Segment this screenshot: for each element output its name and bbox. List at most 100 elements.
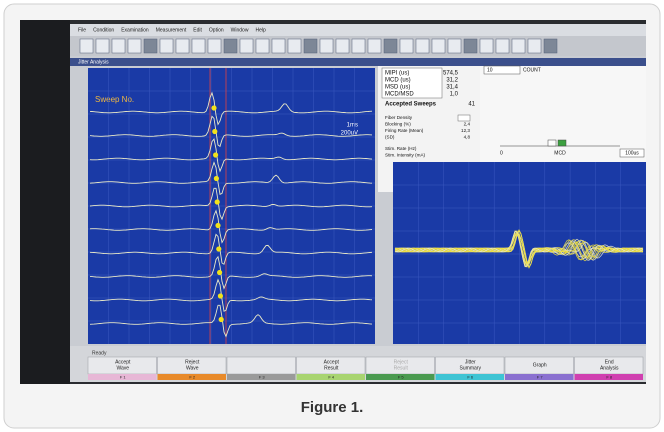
button-label: Wave bbox=[116, 365, 129, 371]
toolbar-icon[interactable] bbox=[256, 39, 269, 53]
toolbar-icon[interactable] bbox=[432, 39, 445, 53]
button-label: Result bbox=[394, 365, 409, 371]
stat-value: 574,5 bbox=[443, 71, 459, 77]
toolbar-icon[interactable] bbox=[288, 39, 301, 53]
menu-item[interactable]: Window bbox=[231, 27, 249, 33]
toolbar-icon[interactable] bbox=[192, 39, 205, 53]
menu-item[interactable]: Condition bbox=[93, 27, 114, 33]
key-label: F 6 bbox=[467, 375, 474, 380]
toolbar-icon[interactable] bbox=[416, 39, 429, 53]
toolbar-icon[interactable] bbox=[80, 39, 93, 53]
button-label: Summary bbox=[460, 365, 482, 371]
accepted-value: 41 bbox=[468, 102, 475, 108]
toolbar-icon[interactable] bbox=[320, 39, 333, 53]
trigger-dot bbox=[215, 223, 220, 228]
detail-value: 2,4 bbox=[464, 122, 471, 127]
button-label: Wave bbox=[186, 365, 199, 371]
figure: Jitter Analysis Sweep No. 1ms 200uV Read… bbox=[0, 0, 664, 432]
mode: COUNT bbox=[523, 67, 541, 73]
hist-bar bbox=[548, 140, 556, 146]
trigger-dot bbox=[215, 199, 220, 204]
detail-name: Stim. Rate (Hz) bbox=[385, 146, 417, 151]
trigger-dot bbox=[213, 152, 218, 157]
trigger-dot bbox=[219, 317, 224, 322]
stat-name: MIPI (us) bbox=[385, 71, 409, 77]
key-label: F 4 bbox=[328, 375, 335, 380]
stat-name: MCD/MSD bbox=[385, 92, 414, 98]
trigger-dot bbox=[214, 176, 219, 181]
title-bar bbox=[70, 58, 646, 66]
fiber-density-box bbox=[458, 115, 470, 121]
toolbar-icon[interactable] bbox=[208, 39, 221, 53]
key-label: F 3 bbox=[259, 375, 266, 380]
key-label: F 5 bbox=[398, 375, 405, 380]
stat-name: MCD (us) bbox=[385, 78, 411, 84]
window-title: Jitter Analysis bbox=[78, 59, 109, 65]
function-button[interactable] bbox=[227, 357, 296, 374]
detail-name: Blocking (%) bbox=[385, 122, 411, 127]
stat-value: 1,0 bbox=[450, 92, 459, 98]
toolbar-icon[interactable] bbox=[96, 39, 109, 53]
key-label: F 1 bbox=[120, 375, 127, 380]
trigger-dot bbox=[218, 293, 223, 298]
toolbar-icon[interactable] bbox=[176, 39, 189, 53]
stat-name: MSD (us) bbox=[385, 85, 410, 91]
sweep-label: Sweep No. bbox=[95, 95, 134, 104]
detail-name: Stim. Intensity (mA) bbox=[385, 153, 426, 158]
menu-item[interactable]: Measurement bbox=[156, 27, 187, 33]
toolbar-icon[interactable] bbox=[528, 39, 541, 53]
hist-x-label: MCD bbox=[554, 150, 566, 156]
menu-item[interactable]: File bbox=[78, 27, 86, 33]
detail-name: (SD) bbox=[385, 135, 395, 140]
detail-name: Firing Rate (Mean) bbox=[385, 128, 424, 133]
toolbar-icon[interactable] bbox=[224, 39, 237, 53]
stat-value: 31,2 bbox=[446, 78, 458, 84]
key-label: F 7 bbox=[537, 375, 544, 380]
menu-item[interactable]: Help bbox=[255, 27, 266, 33]
trigger-dot bbox=[211, 105, 216, 110]
detail-value: 12,3 bbox=[461, 128, 470, 133]
toolbar-icon[interactable] bbox=[352, 39, 365, 53]
caption: Figure 1. bbox=[301, 399, 364, 416]
hist-bar bbox=[558, 140, 566, 146]
histogram-panel bbox=[480, 66, 646, 162]
toolbar-icon[interactable] bbox=[464, 39, 477, 53]
detail-value: 4,8 bbox=[464, 135, 471, 140]
key-label: F 8 bbox=[606, 375, 613, 380]
toolbar-icon[interactable] bbox=[480, 39, 493, 53]
toolbar-icon[interactable] bbox=[336, 39, 349, 53]
menu-item[interactable]: Examination bbox=[121, 27, 149, 33]
button-label: Graph bbox=[533, 362, 547, 368]
toolbar-icon[interactable] bbox=[512, 39, 525, 53]
button-label: Result bbox=[324, 365, 339, 371]
stat-value: 31,4 bbox=[446, 85, 458, 91]
toolbar-icon[interactable] bbox=[544, 39, 557, 53]
button-label: Analysis bbox=[600, 365, 619, 371]
key-label: F 2 bbox=[189, 375, 196, 380]
toolbar-icon[interactable] bbox=[112, 39, 125, 53]
toolbar-icon[interactable] bbox=[400, 39, 413, 53]
scale-time: 1ms bbox=[347, 123, 358, 129]
hist-start: 0 bbox=[500, 150, 503, 156]
trigger-dot bbox=[217, 270, 222, 275]
toolbar-icon[interactable] bbox=[496, 39, 509, 53]
toolbar-icon[interactable] bbox=[304, 39, 317, 53]
toolbar-icon[interactable] bbox=[448, 39, 461, 53]
monitor-bezel bbox=[20, 20, 70, 384]
menu-item[interactable]: Option bbox=[209, 27, 224, 33]
toolbar-icon[interactable] bbox=[160, 39, 173, 53]
toolbar-icon[interactable] bbox=[144, 39, 157, 53]
trigger-dot bbox=[212, 129, 217, 134]
toolbar-icon[interactable] bbox=[368, 39, 381, 53]
toolbar-icon[interactable] bbox=[240, 39, 253, 53]
detail-name: Fiber Density bbox=[385, 115, 413, 120]
bins-value: 10 bbox=[487, 67, 493, 73]
status: Ready bbox=[92, 350, 107, 356]
menu-item[interactable]: Edit bbox=[193, 27, 202, 33]
toolbar-icon[interactable] bbox=[128, 39, 141, 53]
accepted-label: Accepted Sweeps bbox=[385, 102, 437, 108]
toolbar-icon[interactable] bbox=[272, 39, 285, 53]
range: 100us bbox=[625, 150, 639, 156]
toolbar-icon[interactable] bbox=[384, 39, 397, 53]
trigger-dot bbox=[216, 246, 221, 251]
